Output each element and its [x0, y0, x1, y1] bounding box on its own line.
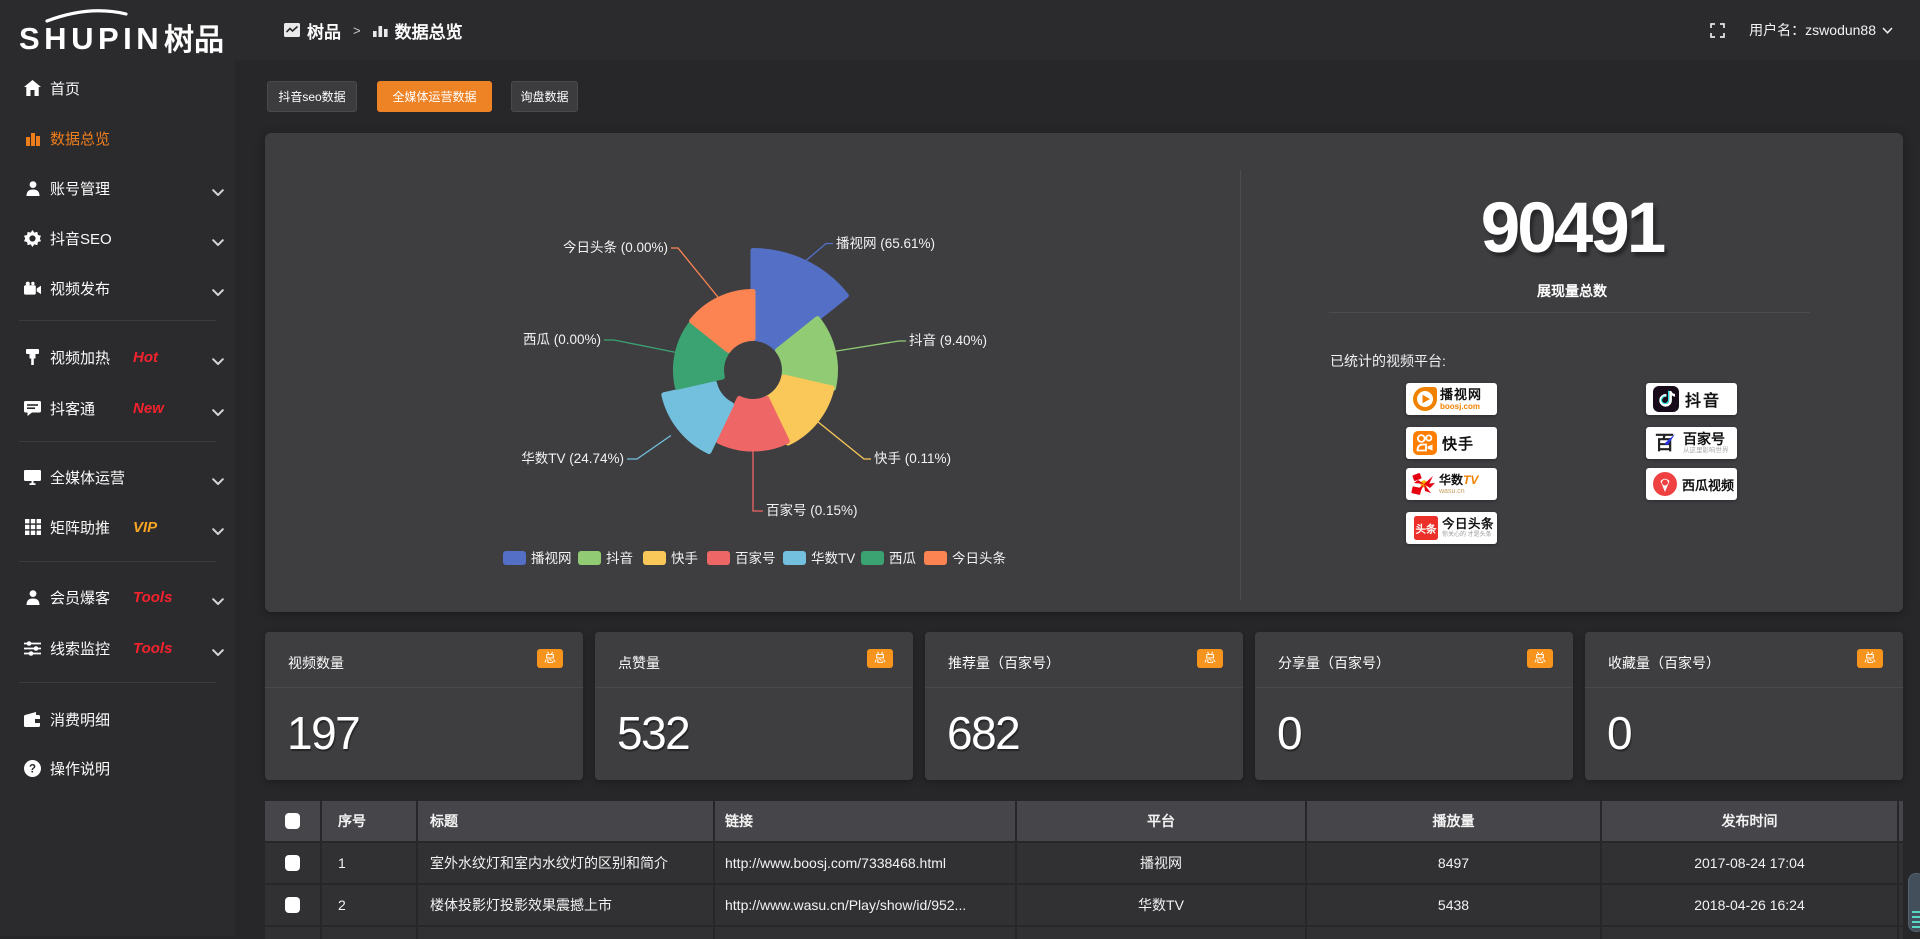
svg-text:今日头条: 今日头条 [952, 550, 1006, 566]
svg-text:抖音 (9.40%): 抖音 (9.40%) [909, 332, 987, 348]
svg-text:快手 (0.11%): 快手 (0.11%) [874, 451, 951, 466]
svg-text:百家号: 百家号 [735, 550, 776, 566]
svg-text:抖音: 抖音 [606, 550, 633, 566]
svg-text:华数TV (24.74%): 华数TV (24.74%) [521, 451, 624, 466]
svg-text:头条: 头条 [1416, 523, 1438, 536]
svg-text:?: ? [29, 763, 36, 775]
svg-text:快手: 快手 [671, 551, 698, 566]
svg-text:播视网 (65.61%): 播视网 (65.61%) [836, 236, 935, 251]
svg-text:华数TV: 华数TV [811, 551, 855, 566]
svg-text:西瓜 (0.00%): 西瓜 (0.00%) [523, 332, 601, 347]
svg-text:西瓜: 西瓜 [889, 551, 917, 566]
svg-text:今日头条 (0.00%): 今日头条 (0.00%) [563, 239, 668, 255]
svg-text:SHUPIN: SHUPIN [19, 21, 163, 56]
svg-text:树品: 树品 [164, 24, 224, 57]
svg-text:播视网: 播视网 [531, 551, 572, 566]
svg-text:百家号 (0.15%): 百家号 (0.15%) [766, 502, 858, 518]
svg-text:百: 百 [1655, 433, 1674, 454]
